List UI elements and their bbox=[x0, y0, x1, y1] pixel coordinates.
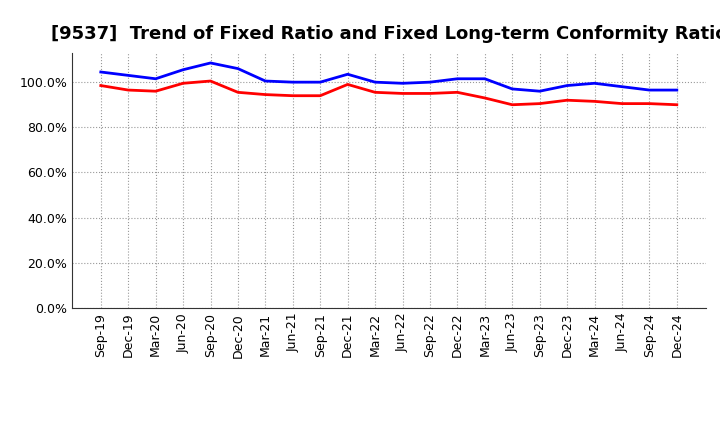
Fixed Ratio bbox=[480, 76, 489, 81]
Fixed Ratio bbox=[508, 86, 516, 92]
Fixed Long-term Conformity Ratio bbox=[536, 101, 544, 106]
Title: [9537]  Trend of Fixed Ratio and Fixed Long-term Conformity Ratio: [9537] Trend of Fixed Ratio and Fixed Lo… bbox=[50, 25, 720, 43]
Fixed Ratio bbox=[536, 88, 544, 94]
Fixed Ratio bbox=[289, 80, 297, 85]
Fixed Long-term Conformity Ratio bbox=[426, 91, 434, 96]
Fixed Ratio bbox=[124, 73, 132, 78]
Fixed Ratio bbox=[96, 70, 105, 75]
Fixed Long-term Conformity Ratio bbox=[371, 90, 379, 95]
Fixed Ratio bbox=[453, 76, 462, 81]
Fixed Long-term Conformity Ratio bbox=[206, 78, 215, 84]
Line: Fixed Ratio: Fixed Ratio bbox=[101, 63, 677, 91]
Fixed Ratio bbox=[590, 81, 599, 86]
Fixed Long-term Conformity Ratio bbox=[645, 101, 654, 106]
Fixed Long-term Conformity Ratio bbox=[289, 93, 297, 99]
Fixed Long-term Conformity Ratio bbox=[316, 93, 325, 99]
Fixed Long-term Conformity Ratio bbox=[563, 98, 572, 103]
Fixed Ratio bbox=[371, 80, 379, 85]
Fixed Ratio bbox=[151, 76, 160, 81]
Fixed Ratio bbox=[261, 78, 270, 84]
Fixed Ratio bbox=[672, 88, 681, 93]
Fixed Long-term Conformity Ratio bbox=[233, 90, 242, 95]
Fixed Ratio bbox=[426, 80, 434, 85]
Fixed Ratio bbox=[398, 81, 407, 86]
Fixed Long-term Conformity Ratio bbox=[96, 83, 105, 88]
Fixed Ratio bbox=[179, 67, 187, 72]
Fixed Long-term Conformity Ratio bbox=[343, 82, 352, 87]
Fixed Long-term Conformity Ratio bbox=[672, 102, 681, 107]
Fixed Ratio bbox=[563, 83, 572, 88]
Fixed Long-term Conformity Ratio bbox=[590, 99, 599, 104]
Fixed Long-term Conformity Ratio bbox=[261, 92, 270, 97]
Fixed Ratio bbox=[618, 84, 626, 89]
Fixed Long-term Conformity Ratio bbox=[124, 88, 132, 93]
Fixed Long-term Conformity Ratio bbox=[480, 95, 489, 101]
Fixed Long-term Conformity Ratio bbox=[508, 102, 516, 107]
Fixed Ratio bbox=[343, 72, 352, 77]
Fixed Long-term Conformity Ratio bbox=[453, 90, 462, 95]
Fixed Long-term Conformity Ratio bbox=[398, 91, 407, 96]
Fixed Long-term Conformity Ratio bbox=[618, 101, 626, 106]
Line: Fixed Long-term Conformity Ratio: Fixed Long-term Conformity Ratio bbox=[101, 81, 677, 105]
Fixed Long-term Conformity Ratio bbox=[179, 81, 187, 86]
Fixed Ratio bbox=[206, 60, 215, 66]
Fixed Long-term Conformity Ratio bbox=[151, 88, 160, 94]
Fixed Ratio bbox=[645, 88, 654, 93]
Fixed Ratio bbox=[233, 66, 242, 71]
Fixed Ratio bbox=[316, 80, 325, 85]
